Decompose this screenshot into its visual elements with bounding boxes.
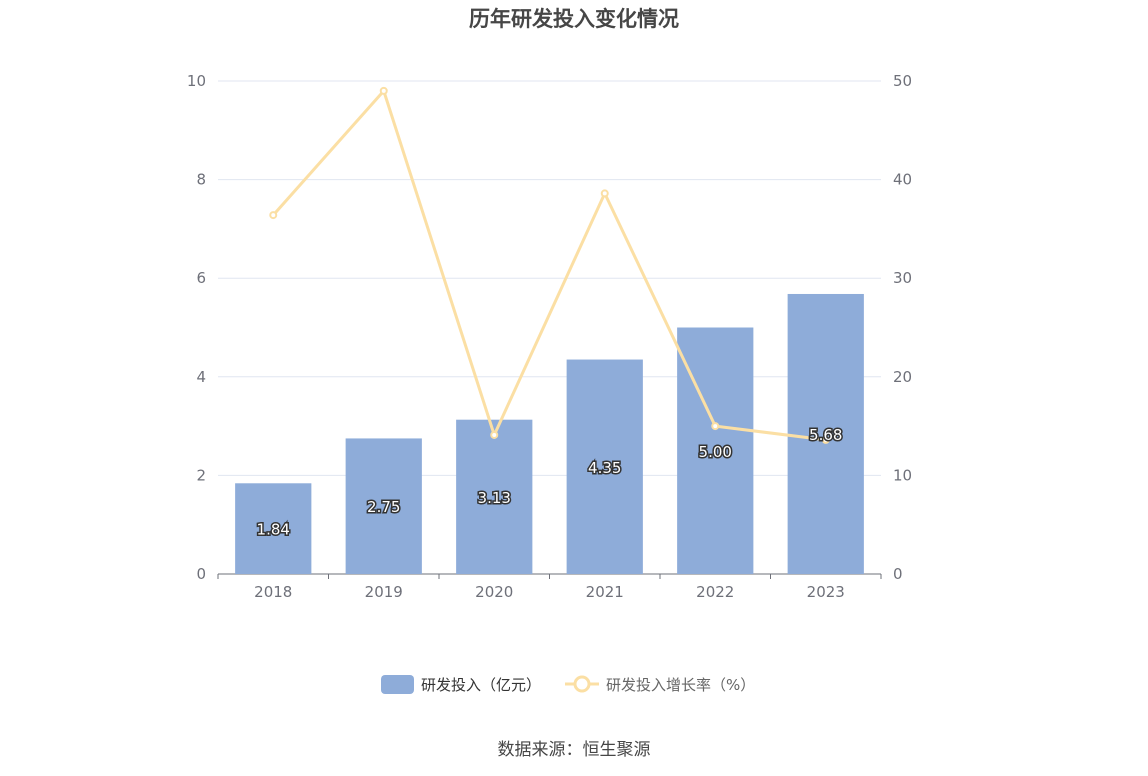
x-tick-label: 2019 (365, 583, 403, 601)
y-right-tick-label: 50 (893, 72, 912, 90)
legend-label-line[interactable]: 研发投入增长率（%） (606, 676, 755, 694)
legend-swatch-line-marker (573, 675, 591, 693)
y-left-tick-label: 2 (196, 466, 206, 484)
x-tick-label: 2018 (254, 583, 292, 601)
bar[interactable] (235, 483, 312, 574)
y-right-tick-label: 10 (893, 466, 912, 484)
bar-data-label: 2.75 (367, 498, 400, 516)
growth-line (272, 87, 826, 442)
bar-data-label: 5.68 (809, 426, 842, 444)
legend: 研发投入（亿元） 研发投入增长率（%） (381, 675, 755, 694)
bar-data-label: 3.13 (478, 489, 511, 507)
x-tick-label: 2023 (807, 583, 845, 601)
x-tick-label: 2022 (696, 583, 734, 601)
chart-title: 历年研发投入变化情况 (469, 7, 679, 31)
line-point[interactable] (711, 422, 720, 431)
x-tick-label: 2021 (586, 583, 624, 601)
bar[interactable] (456, 419, 533, 574)
y-right-tick-label: 30 (893, 269, 912, 287)
line-point[interactable] (600, 189, 609, 198)
bar[interactable] (787, 293, 864, 574)
y-right-tick-label: 20 (893, 368, 912, 386)
line-series (269, 86, 830, 444)
grid-lines (218, 80, 881, 476)
bar[interactable] (345, 438, 422, 574)
y-left-tick-label: 8 (196, 171, 206, 189)
data-labels: 1.84 2.75 3.13 4.35 5.00 5.68 (255, 424, 844, 540)
line-point[interactable] (490, 430, 499, 439)
y-left-tick-label: 4 (196, 368, 206, 386)
bar-series (235, 293, 864, 575)
y-right-tick-label: 0 (893, 565, 903, 583)
y-right-tick-label: 40 (893, 171, 912, 189)
x-tick-label: 2020 (475, 583, 513, 601)
legend-label-bar[interactable]: 研发投入（亿元） (421, 676, 541, 694)
bar-data-label: 5.00 (699, 443, 732, 461)
bar-data-label: 4.35 (588, 459, 621, 477)
line-point[interactable] (269, 211, 278, 220)
y-left-tick-label: 0 (196, 565, 206, 583)
bar-data-label: 1.84 (257, 521, 290, 539)
line-point[interactable] (379, 86, 388, 95)
legend-swatch-bar[interactable] (381, 675, 414, 694)
axes: 0 2 4 6 8 10 0 10 20 30 40 50 2018 2019 2020 2021 2022 20… (187, 72, 912, 601)
bar[interactable] (566, 359, 643, 574)
line-point[interactable] (821, 435, 830, 444)
bar[interactable] (677, 327, 754, 575)
y-left-tick-label: 10 (187, 72, 206, 90)
y-left-tick-label: 6 (196, 269, 206, 287)
source-note: 数据来源：恒生聚源 (498, 740, 651, 760)
